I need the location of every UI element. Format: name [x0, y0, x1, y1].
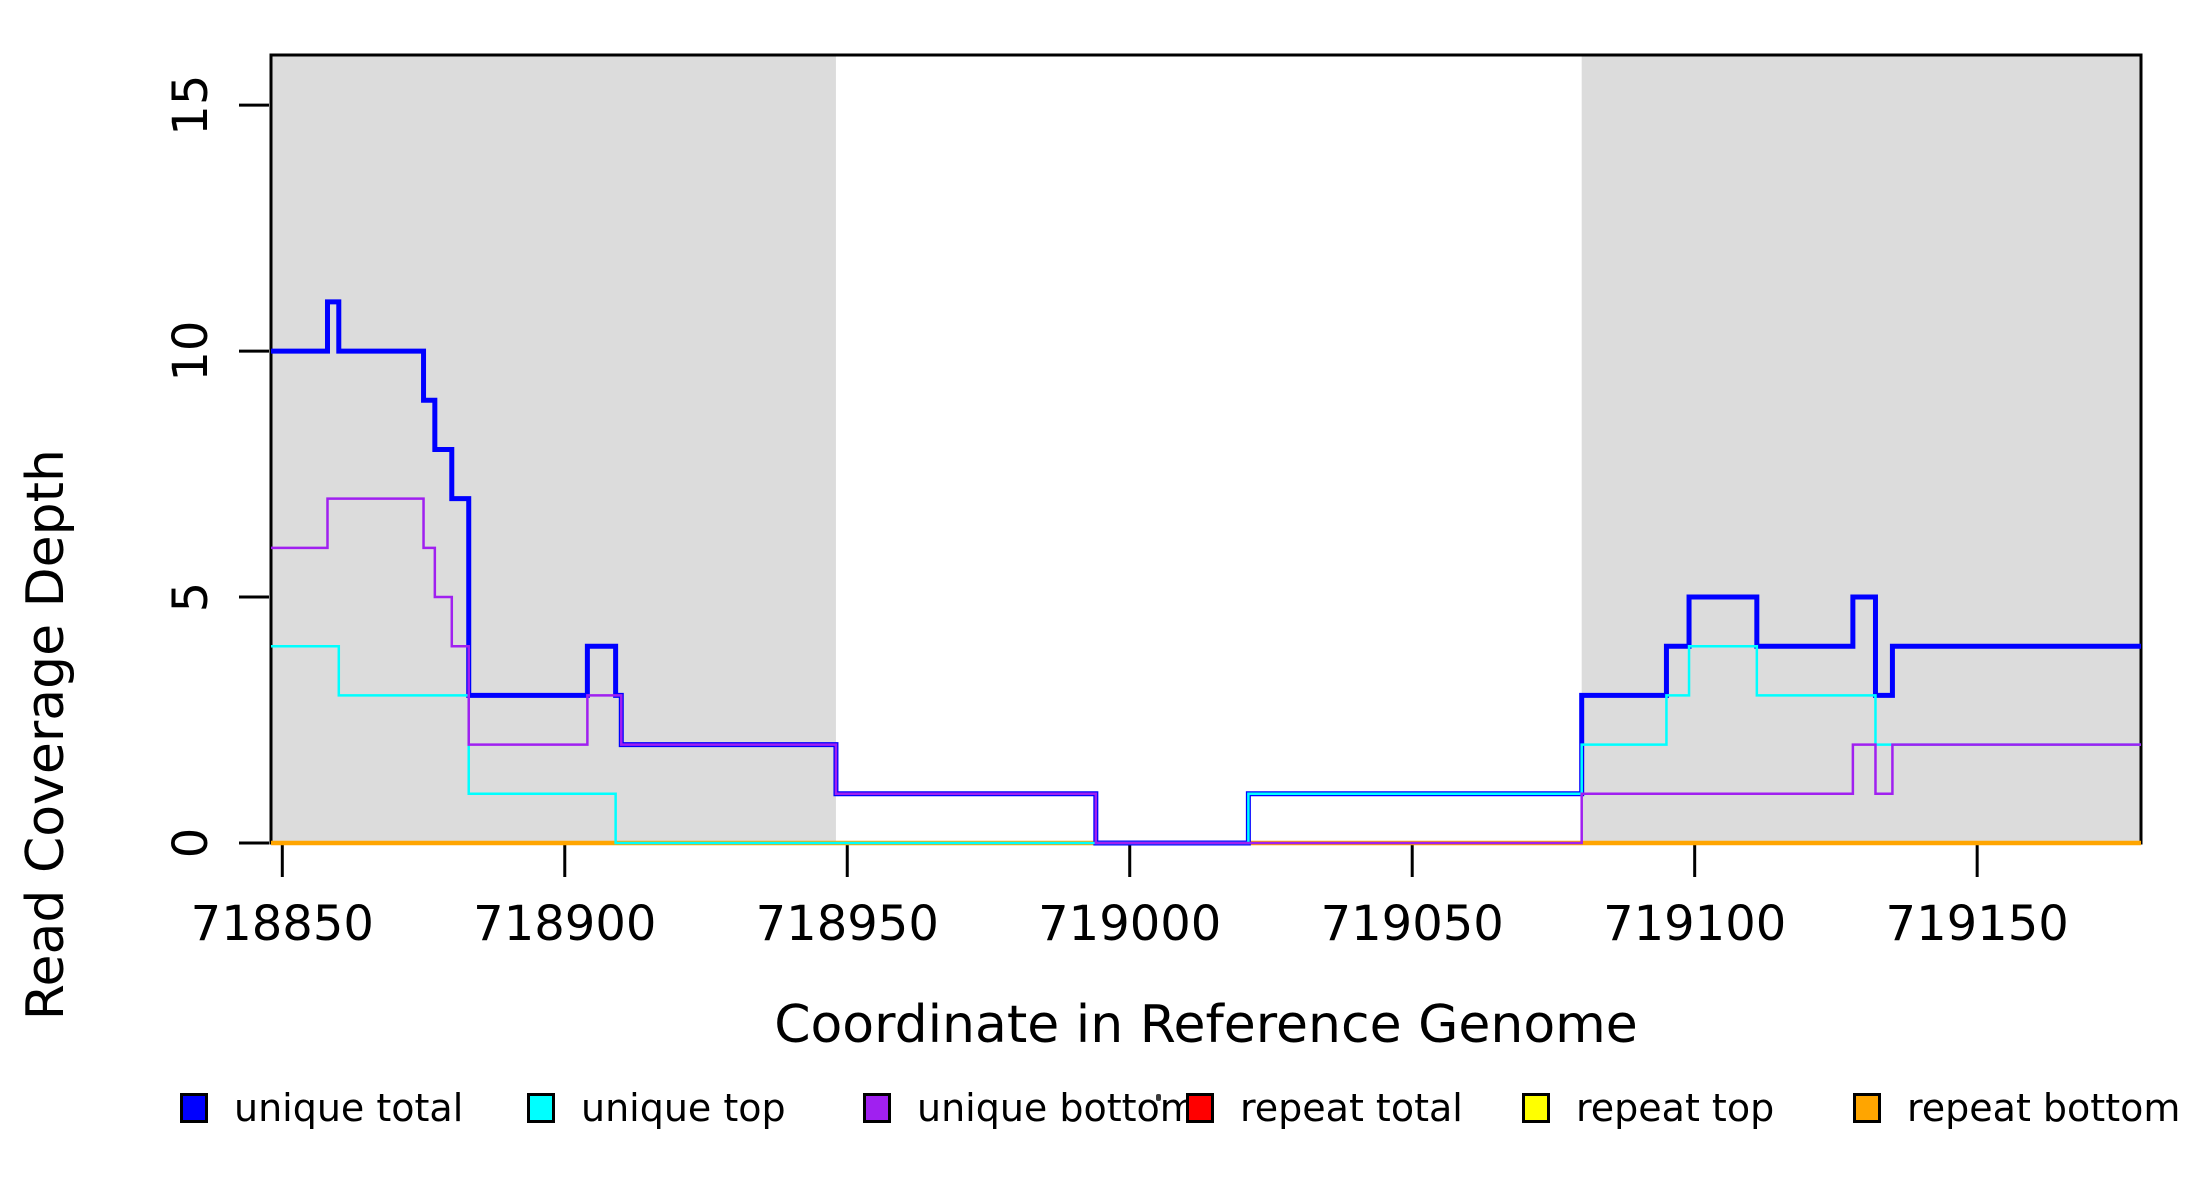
- legend-item-repeat-bottom: repeat bottom: [1853, 1086, 2180, 1130]
- x-tick-label: 719050: [1321, 896, 1504, 952]
- legend-label: repeat top: [1576, 1086, 1775, 1130]
- legend-item-repeat-top: repeat top: [1522, 1086, 1774, 1130]
- legend-swatch-repeat-total: [1186, 1093, 1214, 1123]
- legend-item-unique-bottom: unique bottom: [863, 1086, 1197, 1130]
- x-axis-label: Coordinate in Reference Genome: [774, 995, 1638, 1055]
- x-tick-label: 719150: [1886, 896, 2069, 952]
- legend-item-unique-top: unique top: [527, 1086, 786, 1130]
- x-tick-label: 718950: [756, 896, 939, 952]
- shaded-region-1: [271, 55, 836, 843]
- legend-label: unique total: [234, 1086, 464, 1130]
- y-tick-label: 5: [163, 582, 219, 613]
- legend-label: repeat total: [1240, 1086, 1463, 1130]
- series-line-unique-bottom: [271, 497, 2141, 845]
- legend-swatch-unique-total: [180, 1093, 208, 1123]
- y-axis-label: Read Coverage Depth: [16, 449, 76, 1021]
- x-tick-label: 718850: [191, 896, 374, 952]
- x-tick-label: 719000: [1038, 896, 1221, 952]
- legend-artifact-dot: [1156, 1094, 1161, 1101]
- x-tick-label: 718900: [473, 896, 656, 952]
- legend-swatch-repeat-bottom: [1853, 1093, 1881, 1123]
- legend-swatch-repeat-top: [1522, 1093, 1550, 1123]
- x-tick-label: 719100: [1603, 896, 1786, 952]
- legend-label: unique bottom: [917, 1086, 1197, 1130]
- shaded-region-2: [1581, 55, 2141, 843]
- legend-swatch-unique-top: [527, 1093, 555, 1123]
- legend-swatch-unique-bottom: [863, 1093, 891, 1123]
- legend-item-repeat-total: repeat total: [1186, 1086, 1463, 1130]
- legend-item-unique-total: unique total: [180, 1086, 463, 1130]
- legend-label: repeat bottom: [1907, 1086, 2181, 1130]
- y-tick-label: 0: [163, 828, 219, 859]
- y-tick-label: 10: [163, 321, 219, 382]
- legend-label: unique top: [581, 1086, 786, 1130]
- y-tick-label: 15: [163, 75, 219, 136]
